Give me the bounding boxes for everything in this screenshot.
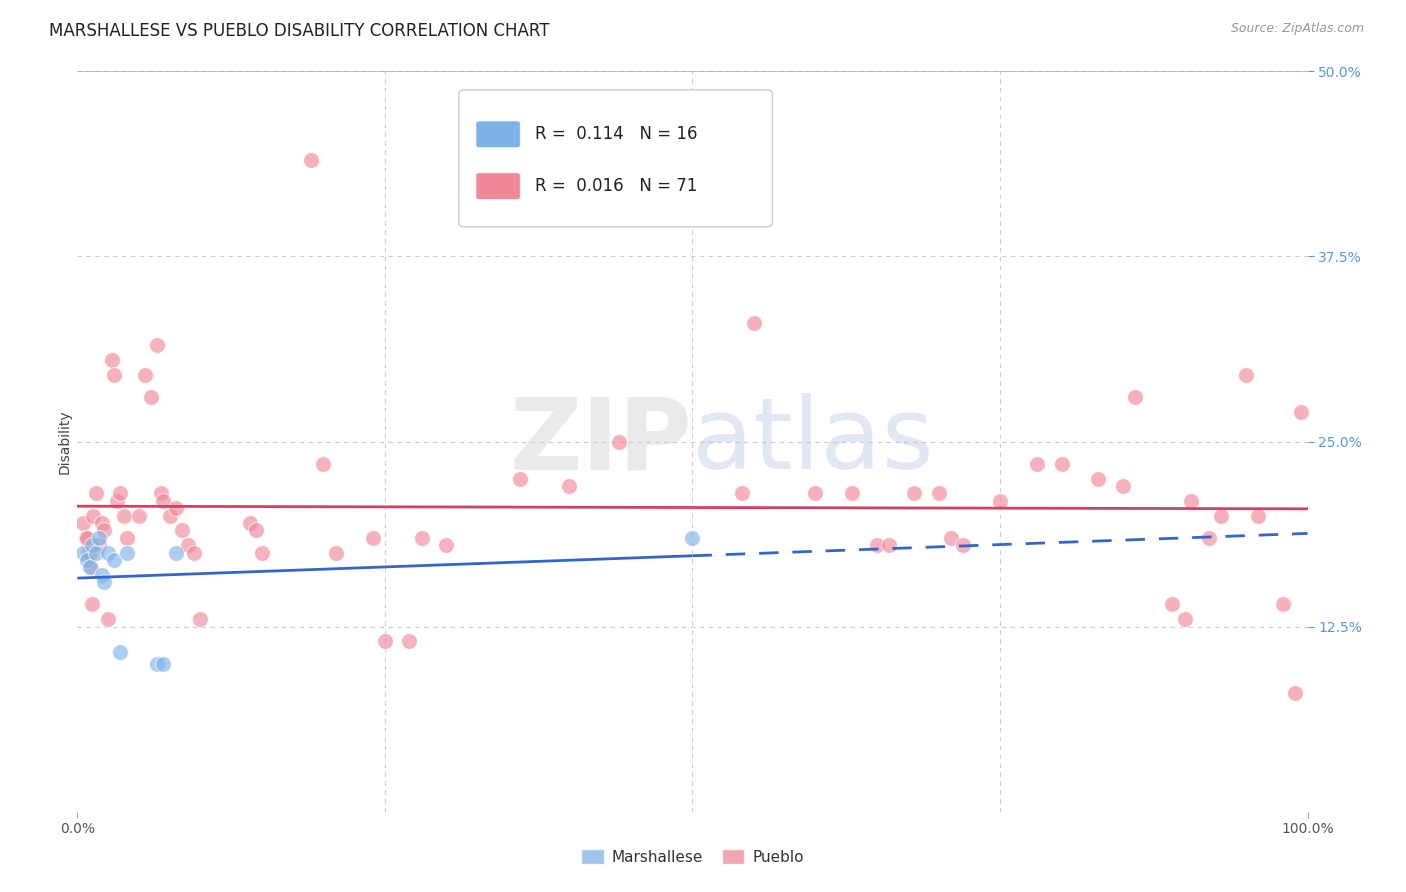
Point <box>115 546 138 560</box>
Point <box>299 153 322 168</box>
Point <box>1284 686 1306 700</box>
Point <box>1180 493 1202 508</box>
Point <box>134 368 156 382</box>
Point <box>731 486 754 500</box>
Point <box>239 516 262 530</box>
Point <box>170 524 193 538</box>
Point <box>93 524 115 538</box>
Point <box>76 553 98 567</box>
Text: Source: ZipAtlas.com: Source: ZipAtlas.com <box>1230 22 1364 36</box>
Point <box>879 538 901 552</box>
Point <box>82 538 104 552</box>
Point <box>76 531 98 545</box>
Point <box>398 634 420 648</box>
Point <box>82 598 104 612</box>
Point <box>77 546 100 560</box>
Point <box>411 531 433 545</box>
Point <box>101 353 124 368</box>
Point <box>188 612 212 626</box>
Point <box>89 531 111 545</box>
Point <box>110 486 132 500</box>
Point <box>928 486 950 500</box>
Text: ZIP: ZIP <box>509 393 693 490</box>
Point <box>250 546 273 560</box>
Y-axis label: Disability: Disability <box>58 409 72 474</box>
Point <box>141 390 163 404</box>
Point <box>146 657 169 671</box>
Point <box>93 575 115 590</box>
Legend: Marshallese, Pueblo: Marshallese, Pueblo <box>575 843 810 871</box>
Point <box>682 531 704 545</box>
Point <box>1272 598 1295 612</box>
Point <box>312 457 335 471</box>
FancyBboxPatch shape <box>477 173 520 200</box>
Point <box>742 316 765 330</box>
Point <box>361 531 384 545</box>
Point <box>1050 457 1073 471</box>
Point <box>79 560 101 574</box>
Point <box>1174 612 1197 626</box>
Point <box>177 538 200 552</box>
Point <box>89 538 111 552</box>
Point <box>436 538 458 552</box>
Point <box>146 338 169 352</box>
Point <box>103 368 125 382</box>
Point <box>841 486 863 500</box>
Point <box>79 546 101 560</box>
Point <box>1211 508 1233 523</box>
Point <box>152 657 174 671</box>
Point <box>1026 457 1049 471</box>
Point <box>165 546 187 560</box>
Point <box>84 546 107 560</box>
Point <box>607 434 630 449</box>
FancyBboxPatch shape <box>458 90 772 227</box>
Text: MARSHALLESE VS PUEBLO DISABILITY CORRELATION CHART: MARSHALLESE VS PUEBLO DISABILITY CORRELA… <box>49 22 550 40</box>
Point <box>939 531 962 545</box>
Point <box>165 501 187 516</box>
Point <box>1125 390 1147 404</box>
Point <box>1112 479 1135 493</box>
Point <box>152 493 174 508</box>
Text: R =  0.114   N = 16: R = 0.114 N = 16 <box>536 125 697 144</box>
Text: R =  0.016   N = 71: R = 0.016 N = 71 <box>536 178 697 195</box>
Point <box>1247 508 1270 523</box>
Point <box>75 531 97 545</box>
Point <box>903 486 925 500</box>
Point <box>509 471 531 485</box>
Point <box>105 493 128 508</box>
Point <box>374 634 396 648</box>
Point <box>110 645 132 659</box>
Point <box>82 508 104 523</box>
Point <box>103 553 125 567</box>
Point <box>325 546 347 560</box>
Point <box>128 508 150 523</box>
Point <box>1291 405 1313 419</box>
Point <box>183 546 205 560</box>
Point <box>558 479 581 493</box>
Point <box>84 486 107 500</box>
Point <box>90 567 114 582</box>
Point <box>1087 471 1109 485</box>
Point <box>72 546 94 560</box>
Point <box>72 516 94 530</box>
Point <box>97 546 120 560</box>
Point <box>97 612 120 626</box>
Text: atlas: atlas <box>693 393 934 490</box>
Point <box>988 493 1011 508</box>
Point <box>245 524 267 538</box>
Point <box>112 508 135 523</box>
Point <box>1198 531 1220 545</box>
Point <box>80 560 103 574</box>
Point <box>1161 598 1184 612</box>
Point <box>150 486 173 500</box>
Point <box>90 516 114 530</box>
Point <box>115 531 138 545</box>
Point <box>804 486 827 500</box>
Point <box>159 508 181 523</box>
Point <box>952 538 974 552</box>
Point <box>866 538 889 552</box>
Point <box>1234 368 1257 382</box>
FancyBboxPatch shape <box>477 121 520 147</box>
